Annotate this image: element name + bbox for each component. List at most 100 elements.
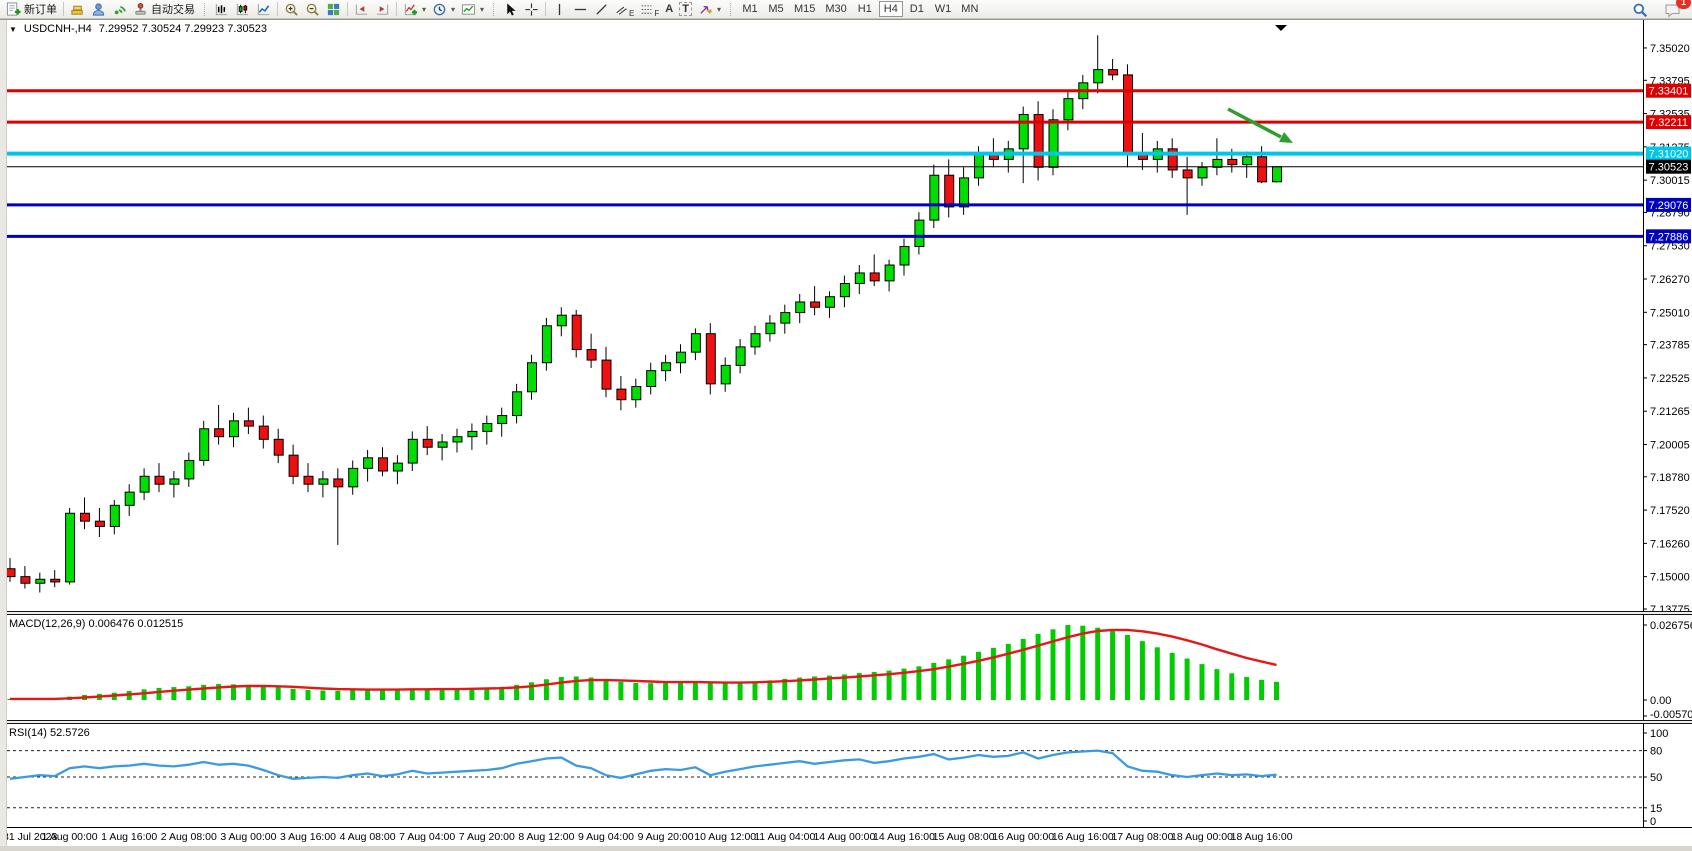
candle <box>94 520 105 527</box>
price-line-label <box>1646 115 1691 130</box>
time-axis-label: 9 Aug 20:00 <box>637 831 694 843</box>
horizontal-line-tool-button[interactable] <box>570 1 591 18</box>
timeframe-m1[interactable]: M1 <box>738 1 762 17</box>
bar-chart-button[interactable] <box>211 1 232 18</box>
timeframe-m5[interactable]: M5 <box>764 1 788 17</box>
candle <box>392 462 403 472</box>
indicators-button[interactable]: ▾ <box>400 1 429 18</box>
rsi-panel-canvas[interactable]: 100 80 50 150 <box>0 724 1692 827</box>
new-order-button[interactable]: 新订单 <box>3 1 60 18</box>
cursor-tool-button[interactable] <box>500 1 521 18</box>
auto-scroll-button[interactable] <box>372 1 393 18</box>
price-tick-label: 7.20005 <box>1650 439 1690 451</box>
macd-indicator-label: MACD(12,26,9) 0.006476 0.012515 <box>9 618 184 630</box>
time-axis-label: 14 Aug 16:00 <box>873 831 935 843</box>
time-axis-label: 15 Aug 08:00 <box>932 831 995 843</box>
timeframe-m30[interactable]: M30 <box>821 1 850 17</box>
candle <box>35 578 46 584</box>
price-axis[interactable]: 7.350207.337957.325357.312757.300157.287… <box>1643 43 1690 611</box>
community-button[interactable] <box>88 1 109 18</box>
timeframe-mn[interactable]: MN <box>957 1 982 17</box>
signal-waves-icon <box>112 2 127 17</box>
time-axis-label: 18 Aug 16:00 <box>1230 831 1293 843</box>
candle <box>80 512 90 522</box>
candle <box>646 370 657 387</box>
panel-splitter[interactable] <box>0 720 1692 724</box>
candle <box>1063 98 1074 121</box>
line-chart-button[interactable] <box>253 1 274 18</box>
green-arrow-annotation[interactable] <box>1227 107 1293 143</box>
auto-scroll-icon <box>375 2 390 17</box>
main-chart-canvas[interactable]: 7.350207.337957.325357.312757.300157.287… <box>0 20 1692 611</box>
candlestick-chart-button[interactable] <box>232 1 253 18</box>
candle <box>1272 166 1282 183</box>
notification-badge[interactable]: 1 <box>1676 0 1691 9</box>
one-click-trading-toggle[interactable]: ▼ <box>9 24 17 34</box>
zoom-in-button[interactable] <box>281 1 302 18</box>
price-tick-label: 7.21265 <box>1650 406 1690 418</box>
price-tick-label: 7.26270 <box>1650 274 1690 286</box>
zoom-out-button[interactable] <box>302 1 323 18</box>
trendline-tool-button[interactable] <box>591 1 612 18</box>
chart-shift-marker[interactable] <box>1275 25 1287 31</box>
rsi-tick-label: 15 <box>1650 803 1662 815</box>
toolbar-grip[interactable] <box>493 2 497 16</box>
fibonacci-tool-letter: F <box>654 8 660 18</box>
tile-windows-button[interactable] <box>323 1 344 18</box>
search-button[interactable] <box>1629 1 1651 18</box>
panel-splitter[interactable] <box>0 611 1692 615</box>
macd-axis[interactable]: 0.026756 0.00 -0.005707 <box>1643 620 1692 720</box>
timeframe-m15[interactable]: M15 <box>790 1 819 17</box>
candle <box>467 430 478 438</box>
time-axis-label: 10 Aug 12:00 <box>694 831 757 843</box>
svg-text:7.33401: 7.33401 <box>1649 86 1689 98</box>
time-axis[interactable]: 31 Jul 2023 1 Aug 00:00 1 Aug 16:00 2 Aug 0… <box>0 827 1692 846</box>
chevron-down-icon: ▾ <box>480 4 485 14</box>
candle <box>452 436 463 443</box>
price-tick-label: 7.15000 <box>1650 572 1690 584</box>
candle <box>139 475 150 493</box>
price-line-label <box>1646 229 1691 244</box>
price-line-label <box>1646 197 1691 212</box>
templates-button[interactable]: ▾ <box>458 1 487 18</box>
vertical-line-tool-button[interactable] <box>549 1 570 18</box>
cursor-arrow-icon <box>503 2 518 17</box>
label-tool-button[interactable]: T <box>676 1 695 18</box>
time-axis-label: 4 Aug 08:00 <box>339 831 396 843</box>
macd-tick-label: 0.00 <box>1650 695 1671 707</box>
chart-title: ▼ USDCNH-,H4 7.29952 7.30524 7.29923 7.3… <box>9 23 267 35</box>
timeframe-d1[interactable]: D1 <box>905 1 929 17</box>
candle <box>750 333 761 348</box>
horizontal-price-lines[interactable] <box>7 89 1643 238</box>
timeframe-w1[interactable]: W1 <box>931 1 956 17</box>
candle <box>303 475 314 485</box>
deposit-button[interactable] <box>67 1 88 18</box>
candle <box>765 322 776 335</box>
timeframe-h4[interactable]: H4 <box>878 1 903 17</box>
template-icon <box>461 2 476 17</box>
channel-tool-button[interactable]: E <box>612 1 637 18</box>
horizontal-line-icon <box>573 2 588 17</box>
candle <box>437 441 448 448</box>
zoom-out-icon <box>305 2 320 17</box>
trendline-icon <box>594 2 609 17</box>
timeframe-h1[interactable]: H1 <box>853 1 877 17</box>
search-icon <box>1632 2 1648 18</box>
chart-shift-button[interactable] <box>351 1 372 18</box>
rsi-axis[interactable]: 100 80 50 150 <box>1643 728 1668 827</box>
fibonacci-tool-button[interactable]: F <box>637 1 662 18</box>
macd-histogram <box>7 625 1279 700</box>
toolbar-grip[interactable] <box>729 2 734 16</box>
periods-button[interactable]: ▾ <box>429 1 458 18</box>
macd-panel-canvas[interactable]: 0.026756 0.00 -0.005707 <box>0 615 1692 720</box>
candle <box>497 415 508 424</box>
toolbar-grip[interactable] <box>204 2 208 16</box>
arrows-tool-button[interactable]: ▾ <box>695 1 724 18</box>
svg-text:7.27886: 7.27886 <box>1649 231 1689 243</box>
candle <box>795 301 806 314</box>
signals-button[interactable] <box>109 1 130 18</box>
crosshair-tool-button[interactable] <box>521 1 542 18</box>
auto-trading-button[interactable]: 自动交易 <box>130 1 198 18</box>
price-tick-label: 7.22525 <box>1650 373 1690 385</box>
text-tool-button[interactable]: A <box>662 1 676 18</box>
